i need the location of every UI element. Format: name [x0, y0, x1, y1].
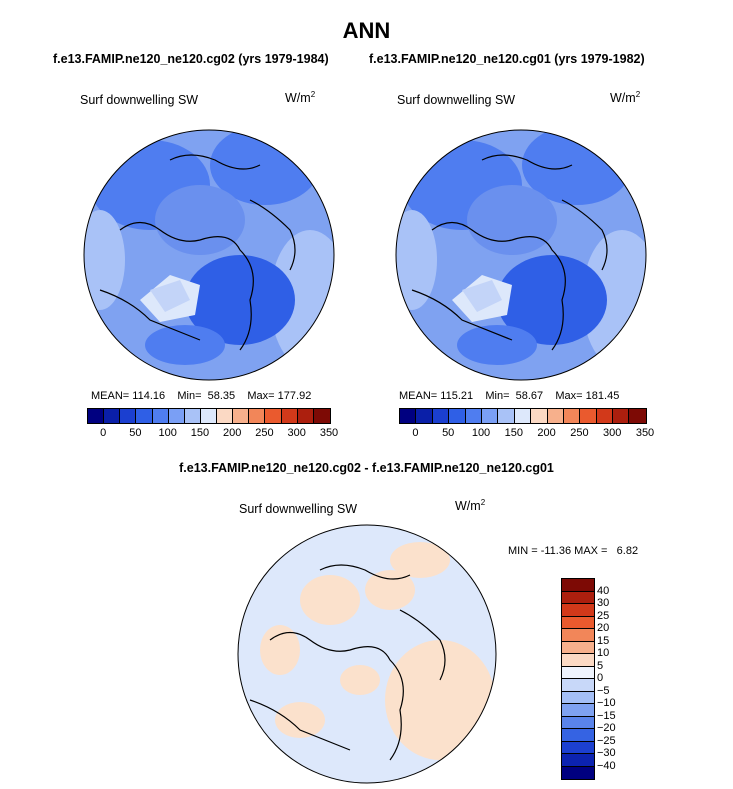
colorbar-tick-label: 20	[597, 622, 610, 634]
colorbar-swatch	[562, 591, 594, 604]
colorbar-swatch	[498, 409, 515, 423]
colorbar-tick-label: 150	[190, 427, 210, 439]
colorbar-tick-label: 0	[597, 672, 604, 684]
diff-units-label: W/m2	[455, 498, 486, 514]
colorbar-swatch	[562, 691, 594, 704]
colorbar-swatch	[562, 666, 594, 679]
colorbar-tick-label: −5	[597, 684, 610, 697]
left-units-label: W/m2	[285, 90, 316, 106]
colorbar-swatch	[563, 409, 581, 423]
colorbar-tick-label: −40	[597, 759, 616, 772]
difference-title: f.e13.FAMIP.ne120_ne120.cg02 - f.e13.FAM…	[179, 461, 554, 475]
colorbar-swatch	[562, 741, 594, 754]
colorbar-swatch	[580, 409, 597, 423]
colorbar-swatch	[562, 654, 594, 667]
colorbar-tick-label: 300	[603, 427, 622, 439]
colorbar-swatch	[416, 409, 433, 423]
difference-polar-map	[238, 525, 496, 783]
colorbar-swatch	[449, 409, 466, 423]
colorbar-swatch	[168, 409, 185, 423]
colorbar-tick-label: 25	[597, 609, 610, 622]
colorbar-swatch	[531, 409, 548, 423]
diff-colorbar	[561, 578, 595, 780]
left-colorbar	[87, 408, 331, 424]
page-title: ANN	[342, 18, 391, 43]
colorbar-swatch	[281, 409, 298, 423]
colorbar-swatch	[297, 409, 314, 423]
colorbar-swatch	[249, 409, 266, 423]
colorbar-swatch	[562, 729, 594, 742]
colorbar-swatch	[400, 409, 417, 423]
colorbar-swatch	[562, 754, 594, 767]
colorbar-tick-label: 50	[129, 427, 142, 439]
colorbar-tick-label: 0	[412, 427, 419, 439]
colorbar-tick-label: −15	[597, 709, 616, 722]
colorbar-tick-label: 350	[635, 427, 655, 439]
colorbar-swatch	[432, 409, 450, 423]
colorbar-tick-label: 40	[597, 584, 610, 597]
diff-stats: MIN = -11.36 MAX = 6.82	[508, 545, 639, 557]
case-left-title: f.e13.FAMIP.ne120_ne120.cg02 (yrs 1979-1…	[53, 52, 329, 66]
right-colorbar	[399, 408, 647, 424]
colorbar-tick-label: 100	[471, 427, 491, 439]
colorbar-swatch	[152, 409, 169, 423]
colorbar-swatch	[562, 616, 594, 629]
diff-variable-label: Surf downwelling SW	[239, 502, 358, 516]
colorbar-swatch	[562, 579, 594, 592]
right-units-label: W/m2	[610, 90, 641, 106]
colorbar-swatch	[562, 629, 594, 642]
colorbar-swatch	[514, 409, 532, 423]
left-stats: MEAN= 114.16 Min= 58.35 Max= 177.92	[91, 390, 312, 402]
colorbar-tick-label: −25	[597, 734, 616, 747]
colorbar-tick-label: 5	[597, 659, 604, 672]
colorbar-tick-label: 30	[597, 597, 610, 609]
right-variable-label: Surf downwelling SW	[397, 93, 516, 107]
colorbar-tick-label: 15	[597, 634, 610, 647]
colorbar-swatch	[629, 409, 646, 423]
colorbar-tick-label: 100	[158, 427, 177, 439]
colorbar-swatch	[481, 409, 499, 423]
colorbar-swatch	[313, 409, 330, 423]
colorbar-swatch	[613, 409, 630, 423]
colorbar-tick-label: 350	[319, 427, 339, 439]
colorbar-tick-label: 10	[597, 647, 610, 659]
colorbar-swatch	[562, 641, 594, 654]
colorbar-swatch	[562, 766, 594, 779]
colorbar-tick-label: −10	[597, 697, 616, 709]
colorbar-tick-label: 150	[504, 427, 523, 439]
left-variable-label: Surf downwelling SW	[80, 93, 199, 107]
right-polar-map	[396, 130, 646, 380]
case-right-title: f.e13.FAMIP.ne120_ne120.cg01 (yrs 1979-1…	[369, 52, 645, 66]
colorbar-tick-label: 50	[442, 427, 455, 439]
colorbar-swatch	[265, 409, 282, 423]
colorbar-swatch	[120, 409, 137, 423]
colorbar-tick-label: −20	[597, 722, 616, 734]
colorbar-swatch	[596, 409, 614, 423]
colorbar-tick-label: 300	[287, 427, 306, 439]
colorbar-tick-label: 250	[570, 427, 589, 439]
colorbar-swatch	[562, 704, 594, 717]
colorbar-swatch	[136, 409, 153, 423]
colorbar-swatch	[562, 716, 594, 729]
colorbar-swatch	[547, 409, 564, 423]
colorbar-swatch	[233, 409, 250, 423]
colorbar-swatch	[104, 409, 121, 423]
colorbar-swatch	[88, 409, 105, 423]
colorbar-tick-label: 250	[255, 427, 274, 439]
colorbar-swatch	[217, 409, 234, 423]
colorbar-tick-label: 200	[537, 427, 556, 439]
right-stats: MEAN= 115.21 Min= 58.67 Max= 181.45	[399, 390, 620, 402]
left-polar-map	[84, 130, 334, 380]
colorbar-tick-label: −30	[597, 747, 616, 759]
colorbar-swatch	[465, 409, 482, 423]
colorbar-swatch	[562, 679, 594, 692]
colorbar-swatch	[200, 409, 217, 423]
colorbar-swatch	[562, 604, 594, 617]
colorbar-tick-label: 0	[100, 427, 107, 439]
colorbar-swatch	[184, 409, 201, 423]
colorbar-tick-label: 200	[223, 427, 242, 439]
